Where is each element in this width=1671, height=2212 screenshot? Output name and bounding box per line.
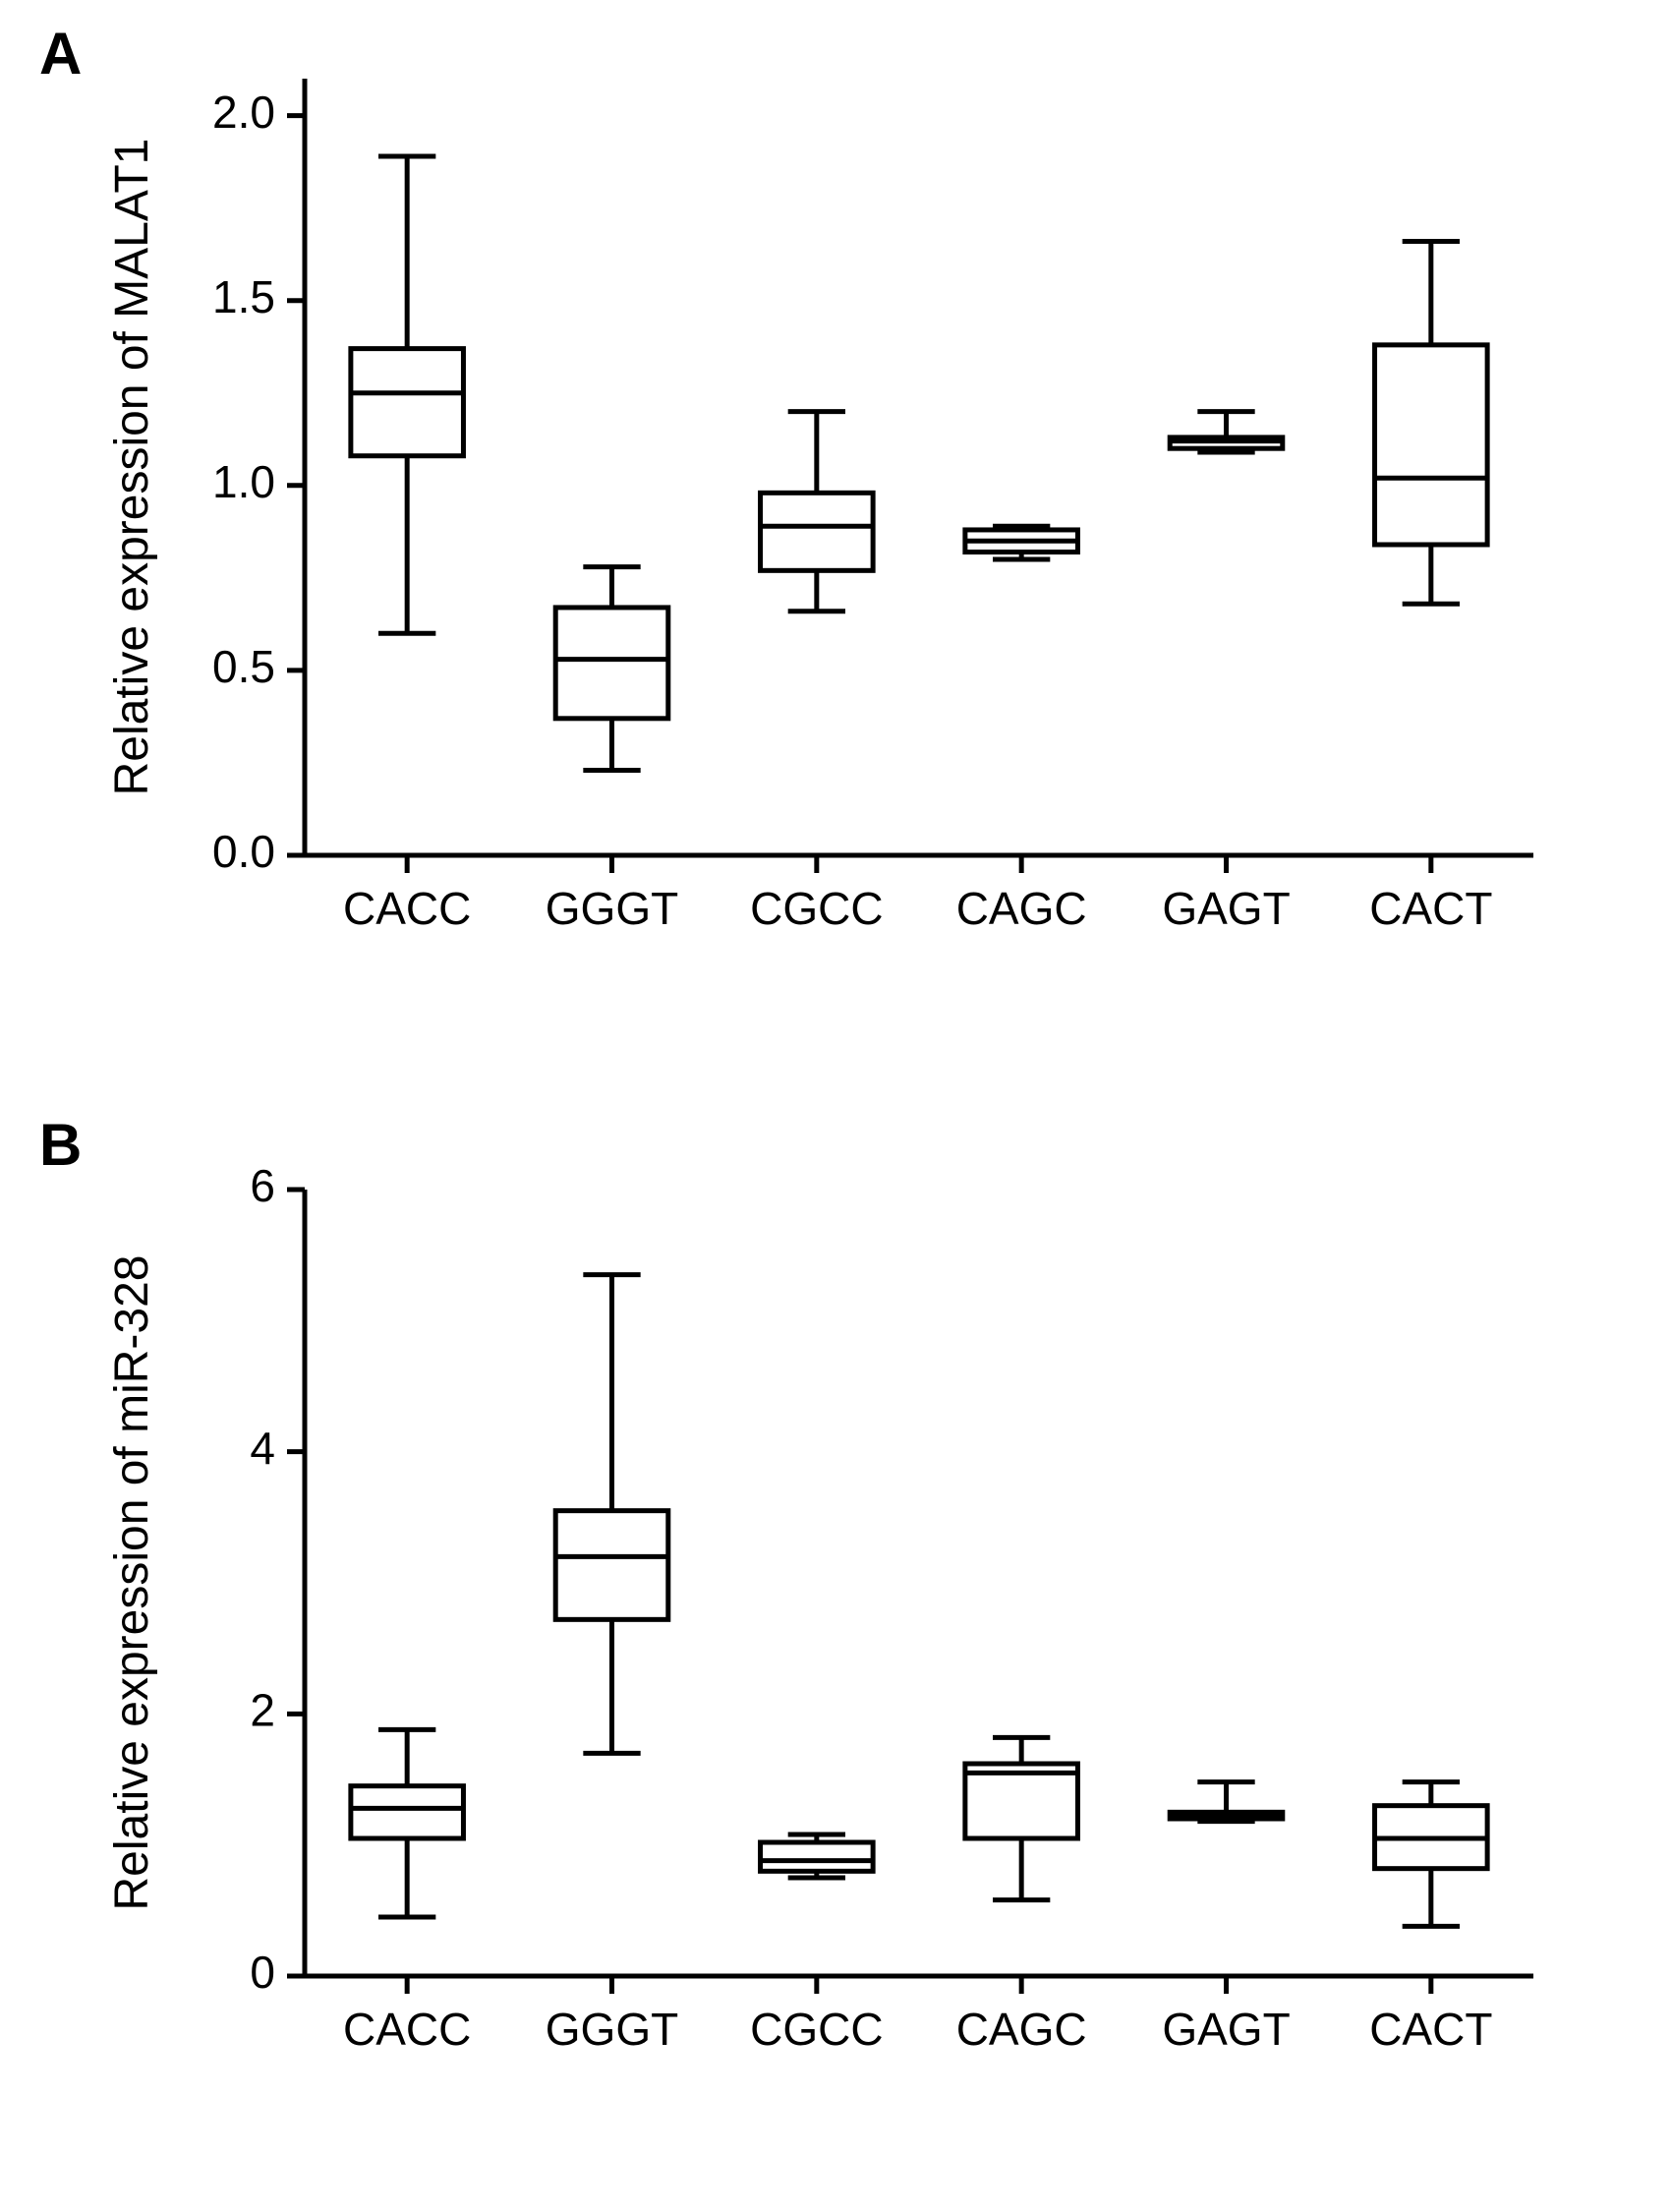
svg-text:GAGT: GAGT [1162, 883, 1290, 934]
svg-text:0: 0 [250, 1947, 275, 1998]
svg-text:Relative expression of miR-328: Relative expression of miR-328 [106, 1255, 158, 1911]
figure-page: A B 0.00.51.01.52.0Relative expression o… [0, 0, 1671, 2212]
svg-text:CACT: CACT [1369, 2004, 1492, 2055]
svg-text:2: 2 [250, 1684, 275, 1735]
svg-text:GGGT: GGGT [546, 883, 678, 934]
svg-text:0.5: 0.5 [212, 641, 275, 692]
svg-text:2.0: 2.0 [212, 87, 275, 138]
svg-text:Relative expression of MALAT1: Relative expression of MALAT1 [106, 139, 158, 796]
svg-text:0.0: 0.0 [212, 826, 275, 877]
svg-text:CACT: CACT [1369, 883, 1492, 934]
svg-text:CAGC: CAGC [956, 883, 1087, 934]
svg-text:CACC: CACC [343, 883, 471, 934]
svg-text:4: 4 [250, 1423, 275, 1474]
boxplot-figure-svg: 0.0 0.5 1.0 1.5 2.0 Relative expression of MA… [0, 0, 1671, 2212]
svg-text:CACC: CACC [343, 2004, 471, 2055]
svg-text:CAGC: CAGC [956, 2004, 1087, 2055]
svg-text:CGCC: CGCC [750, 883, 883, 934]
svg-text:1.0: 1.0 [212, 456, 275, 507]
svg-text:1.5: 1.5 [212, 271, 275, 322]
svg-text:GAGT: GAGT [1162, 2004, 1290, 2055]
svg-text:CGCC: CGCC [750, 2004, 883, 2055]
svg-text:GGGT: GGGT [546, 2004, 678, 2055]
svg-text:6: 6 [250, 1160, 275, 1211]
